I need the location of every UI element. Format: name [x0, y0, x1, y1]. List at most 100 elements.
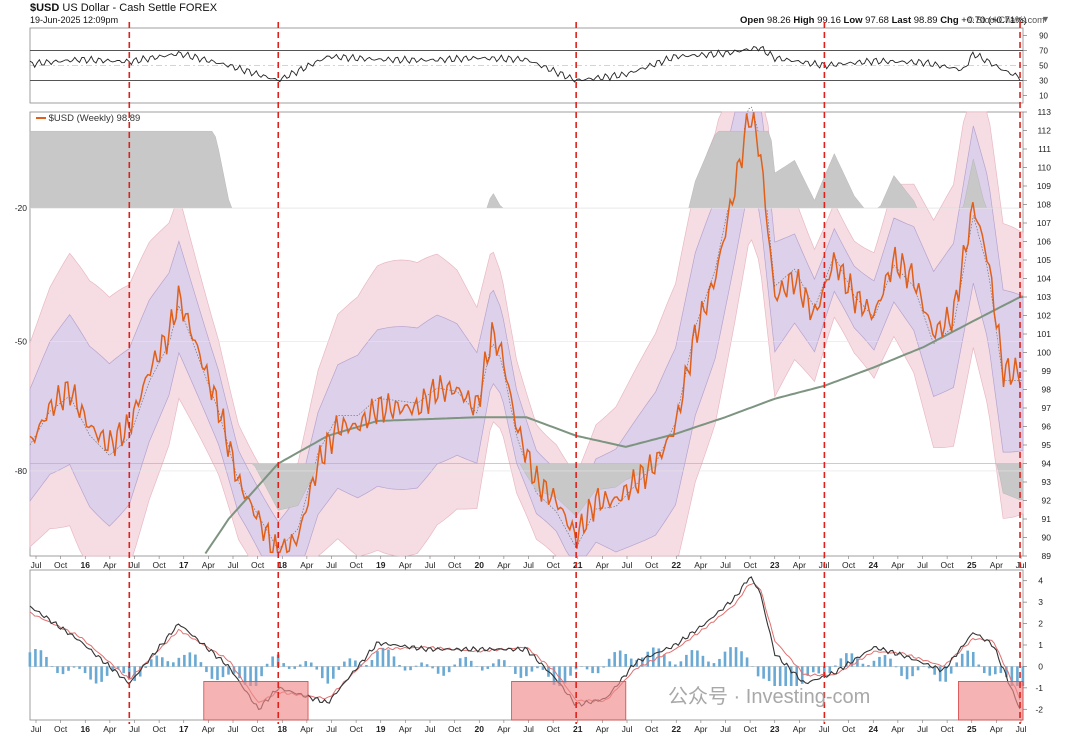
price-tick-label: 110 [1037, 163, 1051, 173]
macd-x-tick-label: 21 [573, 724, 583, 734]
macd-histogram-bar [28, 652, 32, 667]
macd-histogram-bar [216, 666, 219, 681]
price-tick-label: 106 [1037, 237, 1051, 247]
macd-x-tick-label: Jul [622, 724, 633, 734]
macd-histogram-bar [111, 666, 114, 671]
macd-histogram-bar [657, 648, 661, 667]
price-x-tick-label: Oct [153, 560, 167, 570]
macd-histogram-bar [276, 654, 280, 667]
macd-x-tick-label: Jul [720, 724, 731, 734]
macd-histogram-bar [398, 664, 401, 667]
band-midline [29, 106, 1024, 551]
macd-histogram-bar [1005, 666, 1008, 678]
macd-histogram-bar [442, 666, 445, 676]
macd-x-tick-label: Apr [497, 724, 510, 734]
macd-histogram-bar [994, 666, 997, 675]
macd-histogram-bar [536, 666, 539, 669]
macd-histogram-bar [674, 664, 677, 667]
ohlc-readout: Open 98.26 High 99.16 Low 97.68 Last 98.… [740, 15, 1027, 26]
macd-histogram-bar [514, 666, 517, 674]
price-tick-label: 103 [1037, 292, 1051, 302]
price-x-tick-label: 25 [967, 560, 977, 570]
price-x-tick-label: Oct [547, 560, 561, 570]
scroll-down-icon[interactable]: ▼ [1041, 14, 1050, 24]
macd-histogram-bar [707, 661, 710, 667]
macd-histogram-bar [343, 661, 346, 667]
macd-histogram-bar [795, 666, 799, 687]
macd-histogram-bar [492, 663, 495, 667]
macd-histogram-bar [596, 666, 600, 674]
macd-histogram-bar [298, 664, 302, 667]
price-x-tick-label: Oct [744, 560, 758, 570]
macd-histogram-bar [1021, 666, 1025, 687]
macd-histogram-bar [155, 655, 159, 667]
macd-histogram-bar [376, 651, 379, 667]
macd-histogram-bar [260, 666, 263, 677]
macd-histogram-bar [39, 650, 43, 667]
macd-histogram-bar [45, 656, 48, 667]
macd-histogram-bar [177, 657, 181, 667]
macd-histogram-bar [894, 666, 898, 668]
macd-histogram-bar [635, 659, 639, 667]
macd-histogram-bar [194, 654, 197, 667]
macd-histogram-bar [949, 666, 953, 674]
macd-x-tick-label: Oct [645, 724, 659, 734]
macd-histogram-bar [977, 664, 981, 667]
macd-histogram-bar [188, 652, 192, 667]
macd-histogram-bar [89, 666, 92, 680]
macd-histogram-bar [811, 666, 815, 673]
macd-histogram-bar [905, 666, 909, 680]
price-tick-label: 101 [1037, 329, 1051, 339]
price-x-tick-label: 17 [179, 560, 189, 570]
macd-tick-label: 0 [1038, 661, 1043, 671]
high-value: 99.16 [817, 15, 841, 26]
price-tick-label: 94 [1042, 459, 1052, 469]
price-x-tick-label: Apr [399, 560, 412, 570]
macd-histogram-bar [1016, 666, 1019, 687]
price-x-tick-label: Oct [842, 560, 856, 570]
macd-x-tick-label: 24 [869, 724, 879, 734]
macd-histogram-bar [309, 662, 313, 667]
keltner-outer-band [29, 111, 1024, 557]
price-x-tick-label: 22 [672, 560, 682, 570]
macd-histogram-bar [828, 666, 832, 673]
price-x-tick-label: Jul [228, 560, 239, 570]
left-tick-label: -50 [15, 336, 28, 346]
highlight-box [511, 681, 627, 721]
macd-histogram-bar [740, 651, 743, 667]
macd-histogram-bar [243, 666, 247, 685]
price-x-tick-label: Oct [645, 560, 659, 570]
macd-histogram-bar [856, 658, 859, 667]
macd-histogram-bar [67, 666, 70, 671]
macd-histogram-bar [602, 666, 605, 668]
macd-histogram-bar [293, 666, 296, 669]
macd-x-tick-label: 25 [967, 724, 977, 734]
chart-symbol-line: $USD US Dollar - Cash Settle FOREX [30, 2, 217, 14]
macd-x-tick-label: Jul [31, 724, 42, 734]
highlight-box [203, 681, 309, 721]
price-x-tick-label: Oct [54, 560, 68, 570]
macd-histogram-bar [966, 650, 970, 667]
macd-x-tick-label: Apr [891, 724, 904, 734]
price-x-tick-label: Jul [31, 560, 42, 570]
price-tick-label: 111 [1038, 144, 1051, 154]
macd-x-tick-label: Oct [842, 724, 856, 734]
series-swatch [36, 117, 46, 120]
macd-histogram-bar [712, 663, 716, 667]
macd-x-tick-label: 22 [672, 724, 682, 734]
macd-tick-label: 3 [1038, 597, 1043, 607]
macd-histogram-bar [867, 665, 870, 667]
macd-tick-label: 1 [1038, 640, 1043, 650]
macd-histogram-bar [232, 666, 236, 674]
macd-histogram-bar [519, 666, 523, 678]
chart-symbol: $USD [30, 2, 60, 14]
macd-histogram-bar [221, 666, 225, 678]
macd-histogram-bar [34, 649, 37, 667]
rsi-panel: 90 70 50 30 10 [29, 27, 1049, 104]
price-x-tick-label: Jul [720, 560, 731, 570]
macd-x-tick-label: Apr [300, 724, 313, 734]
macd-histogram-bar [420, 662, 423, 667]
macd-x-tick-label: Jul [326, 724, 337, 734]
macd-histogram-bar [100, 666, 103, 682]
macd-tick-label: -1 [1035, 683, 1043, 693]
